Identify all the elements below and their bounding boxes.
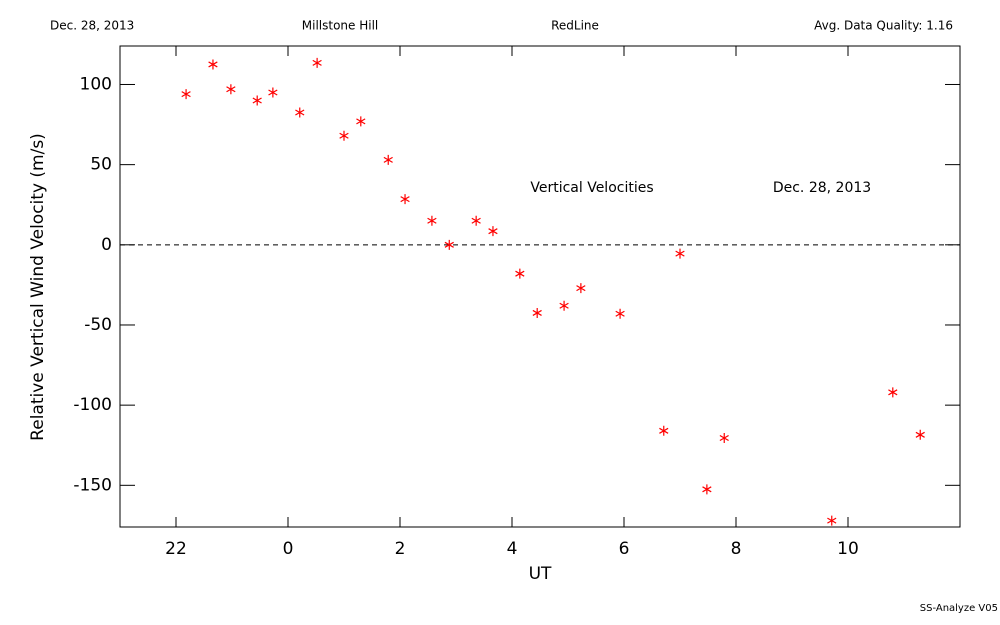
x-tick-label: 4 — [507, 539, 518, 559]
y-axis-label: Relative Vertical Wind Velocity (m/s) — [28, 133, 48, 441]
data-point — [532, 307, 542, 318]
data-point — [383, 154, 393, 165]
data-point — [659, 425, 669, 436]
header-date: Dec. 28, 2013 — [50, 19, 134, 33]
data-point — [471, 215, 481, 226]
data-point — [356, 116, 366, 127]
data-point — [702, 484, 712, 495]
data-point — [827, 515, 837, 526]
data-point — [226, 84, 236, 95]
x-tick-label: 2 — [395, 539, 406, 559]
x-tick-label: 10 — [837, 539, 859, 559]
header-instrument: RedLine — [551, 19, 599, 33]
data-point — [488, 226, 498, 237]
y-tick-label: 0 — [101, 235, 112, 255]
x-tick-label: 6 — [619, 539, 630, 559]
y-tick-label: 100 — [80, 74, 112, 94]
data-point — [427, 215, 437, 226]
data-point — [339, 130, 349, 141]
data-point — [719, 433, 729, 444]
y-tick-label: -50 — [84, 315, 112, 335]
footer: SS-Analyze V05 — [920, 603, 998, 614]
x-tick-label: 8 — [731, 539, 742, 559]
data-point — [252, 95, 262, 106]
y-tick-label: 50 — [90, 155, 112, 175]
data-point — [615, 308, 625, 319]
data-point — [444, 239, 454, 250]
data-point — [559, 300, 569, 311]
annotation: Vertical Velocities — [530, 180, 653, 196]
data-point — [576, 283, 586, 294]
header-quality: Avg. Data Quality: 1.16 — [814, 19, 953, 33]
data-point — [888, 387, 898, 398]
data-point — [915, 429, 925, 440]
data-point — [675, 248, 685, 259]
data-point — [295, 107, 305, 118]
data-point — [208, 59, 218, 70]
x-tick-label: 0 — [283, 539, 294, 559]
header-site: Millstone Hill — [302, 19, 378, 33]
data-point — [268, 87, 278, 98]
annotation: Dec. 28, 2013 — [773, 180, 871, 196]
x-axis-label: UT — [529, 564, 552, 584]
data-point — [400, 194, 410, 205]
data-point — [515, 268, 525, 279]
y-tick-label: -150 — [73, 475, 112, 495]
plot-frame — [119, 45, 961, 528]
data-point — [181, 89, 191, 100]
y-tick-label: -100 — [73, 395, 112, 415]
x-tick-label: 22 — [165, 539, 187, 559]
data-point — [312, 57, 322, 68]
